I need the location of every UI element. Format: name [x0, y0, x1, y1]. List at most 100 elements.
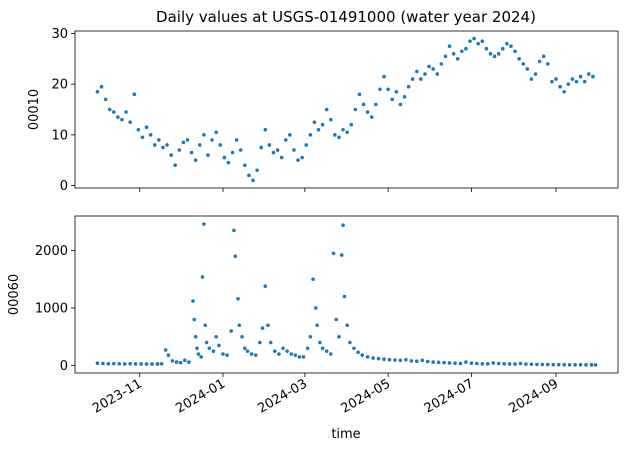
data-point	[365, 355, 370, 359]
data-point	[406, 84, 411, 89]
data-point	[273, 349, 277, 353]
data-point	[210, 138, 214, 142]
data-point	[342, 294, 347, 299]
data-point	[187, 360, 191, 364]
data-point	[150, 362, 154, 366]
data-point	[251, 178, 255, 183]
data-point	[464, 46, 468, 51]
data-point	[586, 72, 591, 76]
data-point	[574, 79, 579, 84]
data-point	[116, 115, 120, 119]
data-point	[144, 125, 149, 130]
data-point	[447, 44, 452, 48]
data-point	[513, 362, 517, 366]
data-point	[225, 353, 229, 357]
data-point	[173, 163, 178, 168]
data-point	[382, 74, 386, 79]
data-point	[341, 223, 345, 227]
data-point	[128, 362, 132, 366]
data-point	[398, 102, 403, 107]
data-point	[271, 150, 276, 155]
y-tick-label: 1000	[35, 302, 68, 317]
data-point	[546, 62, 550, 66]
data-point	[136, 127, 141, 132]
data-point	[387, 357, 392, 362]
data-point	[550, 79, 554, 84]
data-point	[378, 87, 382, 92]
data-point	[472, 36, 476, 41]
data-point	[365, 110, 370, 114]
x-tick-label: 2024-05	[339, 376, 394, 416]
y-tick-label: 20	[51, 78, 68, 93]
data-point	[207, 346, 212, 351]
data-point	[513, 49, 517, 54]
data-point	[301, 355, 306, 359]
data-point	[283, 138, 288, 142]
data-point	[120, 117, 124, 122]
data-point	[133, 362, 138, 366]
data-point	[339, 253, 344, 257]
data-point	[509, 44, 513, 48]
data-point	[500, 46, 505, 51]
data-point	[285, 349, 289, 353]
data-point	[199, 355, 203, 359]
data-point	[320, 346, 325, 351]
data-point	[382, 357, 386, 362]
data-point	[222, 155, 227, 160]
data-point	[591, 74, 595, 79]
data-point	[460, 49, 464, 54]
data-point	[517, 57, 521, 61]
data-point	[525, 67, 530, 71]
data-point	[155, 362, 160, 366]
data-point	[435, 72, 440, 76]
data-point	[132, 92, 137, 97]
data-point	[99, 84, 104, 89]
data-point	[562, 362, 566, 367]
data-point	[453, 361, 457, 366]
data-point	[288, 133, 292, 137]
data-point	[203, 323, 208, 328]
data-point	[341, 127, 345, 132]
plot-frame	[74, 215, 619, 374]
data-point	[337, 135, 341, 140]
data-point	[324, 349, 329, 353]
data-point	[178, 360, 183, 365]
data-point	[230, 150, 235, 155]
data-point	[337, 334, 341, 339]
data-point	[165, 143, 169, 147]
data-point	[570, 77, 575, 81]
data-point	[266, 323, 270, 328]
y-tick-label: 0	[60, 359, 68, 374]
data-point	[311, 277, 315, 282]
data-point	[436, 360, 441, 365]
data-point	[238, 148, 243, 152]
data-point	[374, 102, 378, 107]
data-point	[361, 102, 366, 107]
data-point	[308, 334, 313, 339]
y-tick-label: 10	[51, 128, 68, 143]
data-point	[181, 140, 186, 145]
data-point	[281, 346, 285, 351]
data-point	[245, 349, 250, 353]
data-point	[394, 89, 399, 94]
data-point	[107, 107, 112, 112]
data-point	[197, 143, 202, 147]
data-point	[202, 222, 206, 226]
data-point	[174, 360, 179, 364]
data-point	[139, 362, 143, 366]
data-point	[95, 89, 100, 94]
x-tick-label: 2024-07	[422, 376, 477, 416]
data-point	[293, 353, 298, 357]
data-point	[277, 352, 281, 356]
data-point	[189, 150, 194, 155]
data-point	[260, 326, 265, 330]
data-point	[152, 143, 157, 147]
data-point	[163, 348, 168, 352]
data-point	[451, 51, 456, 56]
data-point	[166, 353, 171, 357]
data-point	[236, 297, 240, 301]
data-point	[202, 133, 206, 137]
data-point	[480, 362, 485, 366]
data-point	[329, 117, 333, 122]
